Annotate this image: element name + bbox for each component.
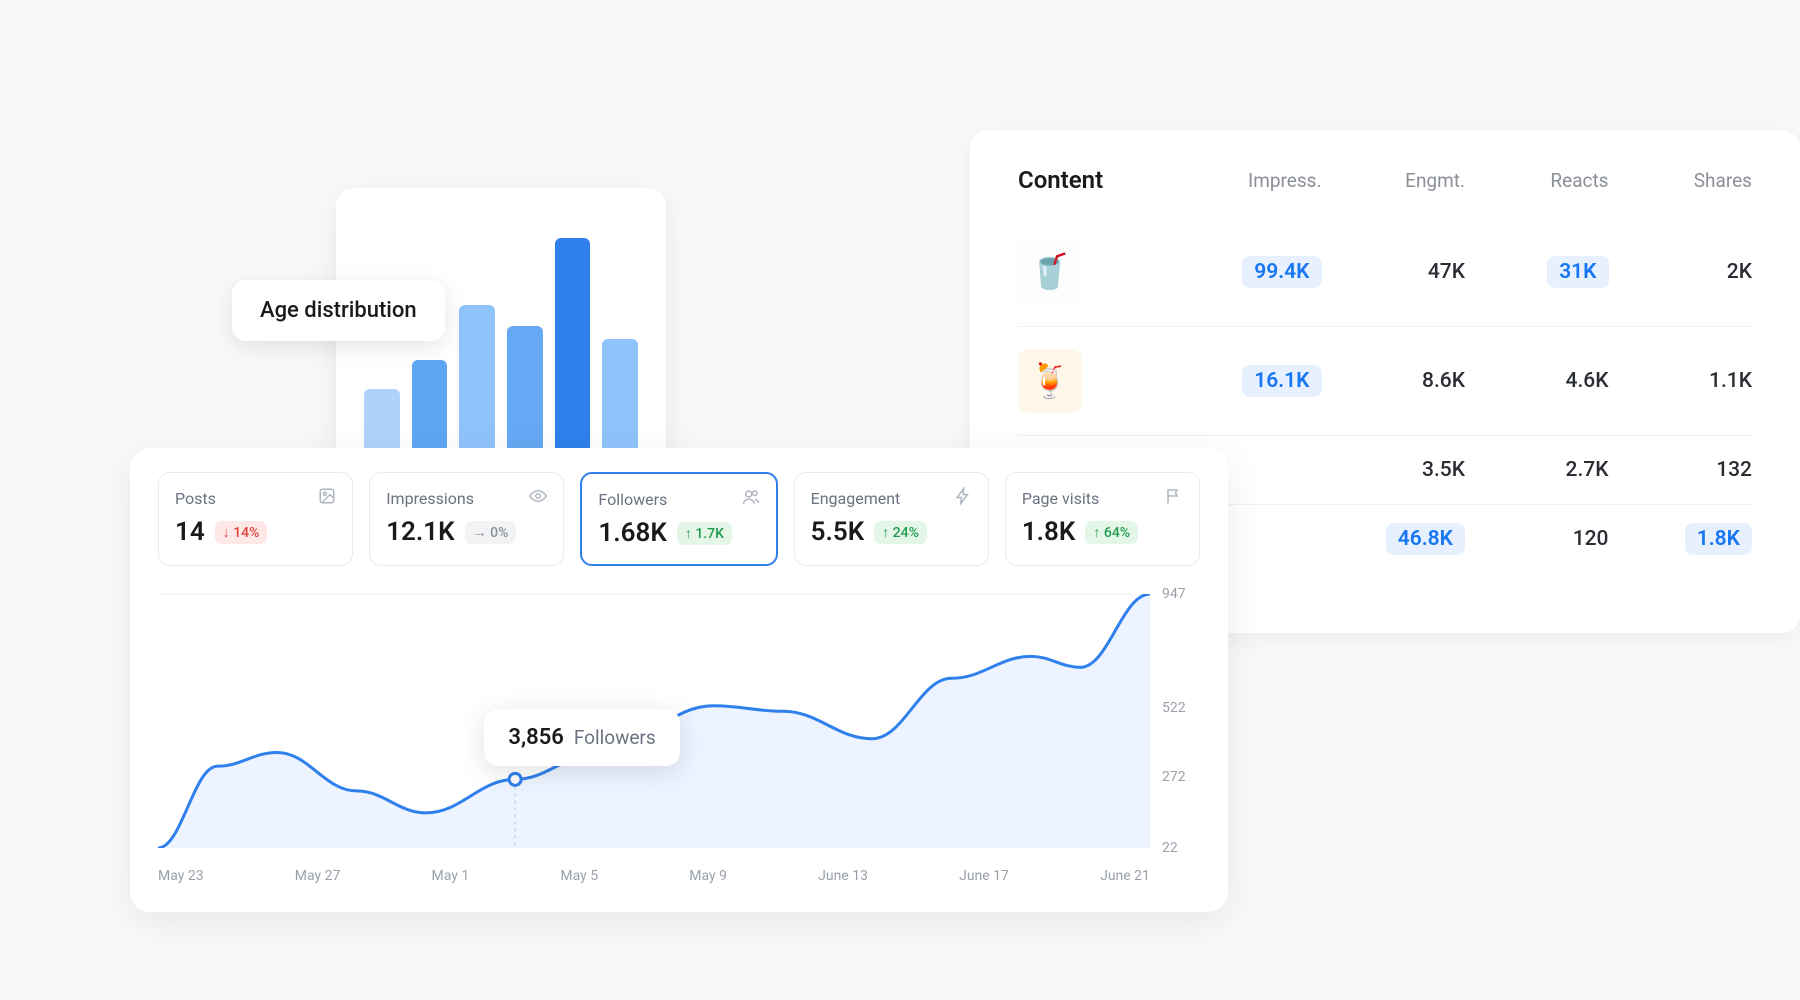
metric-engagement[interactable]: Engagement 5.5K ↑ 24% xyxy=(794,472,989,566)
content-table-header: Content Impress. Engmt. Reacts Shares xyxy=(1018,166,1752,218)
x-tick-label: May 5 xyxy=(560,868,598,884)
y-tick-label: 947 xyxy=(1162,586,1186,602)
flag-icon xyxy=(1165,487,1183,509)
metric-value: 14 xyxy=(175,517,205,547)
age-distribution-bars xyxy=(364,238,638,448)
table-cell: 47K xyxy=(1322,260,1466,284)
metric-delta-badge: ↓ 14% xyxy=(215,521,268,544)
metric-value: 5.5K xyxy=(811,517,865,547)
tooltip-value: 3,856 xyxy=(508,725,563,750)
metric-label: Posts xyxy=(175,489,216,508)
age-bar xyxy=(507,326,543,448)
table-cell: 1.8K xyxy=(1609,527,1753,551)
metric-value: 1.68K xyxy=(598,518,666,548)
table-cell: 8.6K xyxy=(1322,369,1466,393)
content-col-reacts: Reacts xyxy=(1465,169,1609,192)
x-tick-label: May 9 xyxy=(689,868,727,884)
metric-value: 12.1K xyxy=(386,517,454,547)
age-bar xyxy=(602,339,638,448)
line-chart-tooltip: 3,856 Followers xyxy=(484,709,679,766)
y-tick-label: 522 xyxy=(1162,700,1186,716)
metric-delta-badge: ↑ 1.7K xyxy=(677,522,732,545)
metric-posts[interactable]: Posts 14 ↓ 14% xyxy=(158,472,353,566)
eye-icon xyxy=(529,487,547,509)
content-col-engagement: Engmt. xyxy=(1322,169,1466,192)
metric-label: Impressions xyxy=(386,489,474,508)
followers-line-chart: 94752227222 May 23May 27May 1May 5May 9J… xyxy=(158,594,1200,884)
metric-page-visits[interactable]: Page visits 1.8K ↑ 64% xyxy=(1005,472,1200,566)
x-tick-label: May 1 xyxy=(432,868,470,884)
metric-label: Page visits xyxy=(1022,489,1099,508)
line-chart-x-labels: May 23 May 27 May 1 May 5 May 9 June 13 June 1… xyxy=(158,868,1150,884)
table-cell: 99.4K xyxy=(1178,260,1322,284)
content-table-title: Content xyxy=(1018,166,1178,194)
table-cell: 2K xyxy=(1609,260,1753,284)
age-bar xyxy=(555,238,591,448)
age-bar xyxy=(364,389,400,448)
x-tick-label: June 13 xyxy=(818,868,868,884)
table-cell: 3.5K xyxy=(1322,458,1466,482)
content-col-impressions: Impress. xyxy=(1178,169,1322,192)
age-bar xyxy=(412,360,448,448)
image-icon xyxy=(318,487,336,509)
metric-label: Engagement xyxy=(811,489,901,508)
y-tick-label: 22 xyxy=(1162,840,1178,856)
age-distribution-label: Age distribution xyxy=(260,298,417,323)
metric-delta-badge: ↑ 64% xyxy=(1085,521,1138,544)
x-tick-label: May 23 xyxy=(158,868,204,884)
metric-followers[interactable]: Followers 1.68K ↑ 1.7K xyxy=(580,472,777,566)
users-icon xyxy=(742,488,760,510)
table-row[interactable]: 🍹 16.1K8.6K4.6K1.1K xyxy=(1018,326,1752,435)
table-cell: 31K xyxy=(1465,260,1609,284)
table-cell: 2.7K xyxy=(1465,458,1609,482)
table-row[interactable]: 🥤 99.4K47K31K2K xyxy=(1018,218,1752,326)
metric-delta-badge: → 0% xyxy=(465,521,517,544)
x-tick-label: June 21 xyxy=(1100,868,1150,884)
metrics-card: Posts 14 ↓ 14% Impressions 12.1K → 0% Follower… xyxy=(130,448,1228,912)
tooltip-label: Followers xyxy=(574,726,656,749)
x-tick-label: May 27 xyxy=(295,868,341,884)
metric-value: 1.8K xyxy=(1022,517,1076,547)
y-tick-label: 272 xyxy=(1162,769,1186,785)
table-cell: 46.8K xyxy=(1322,527,1466,551)
metric-delta-badge: ↑ 24% xyxy=(874,521,927,544)
metric-impressions[interactable]: Impressions 12.1K → 0% xyxy=(369,472,564,566)
age-bar xyxy=(459,305,495,448)
x-tick-label: June 17 xyxy=(959,868,1009,884)
metric-label: Followers xyxy=(598,490,667,509)
table-cell: 16.1K xyxy=(1178,369,1322,393)
table-cell: 120 xyxy=(1465,527,1609,551)
table-cell: 4.6K xyxy=(1465,369,1609,393)
content-thumbnail[interactable]: 🥤 xyxy=(1018,240,1082,304)
table-cell: 132 xyxy=(1609,458,1753,482)
bolt-icon xyxy=(954,487,972,509)
table-cell: 1.1K xyxy=(1609,369,1753,393)
metrics-row: Posts 14 ↓ 14% Impressions 12.1K → 0% Follower… xyxy=(158,472,1200,566)
content-col-shares: Shares xyxy=(1609,169,1753,192)
age-distribution-label-card: Age distribution xyxy=(232,280,445,341)
line-chart-y-labels: 94752227222 xyxy=(1162,594,1204,848)
content-thumbnail[interactable]: 🍹 xyxy=(1018,349,1082,413)
